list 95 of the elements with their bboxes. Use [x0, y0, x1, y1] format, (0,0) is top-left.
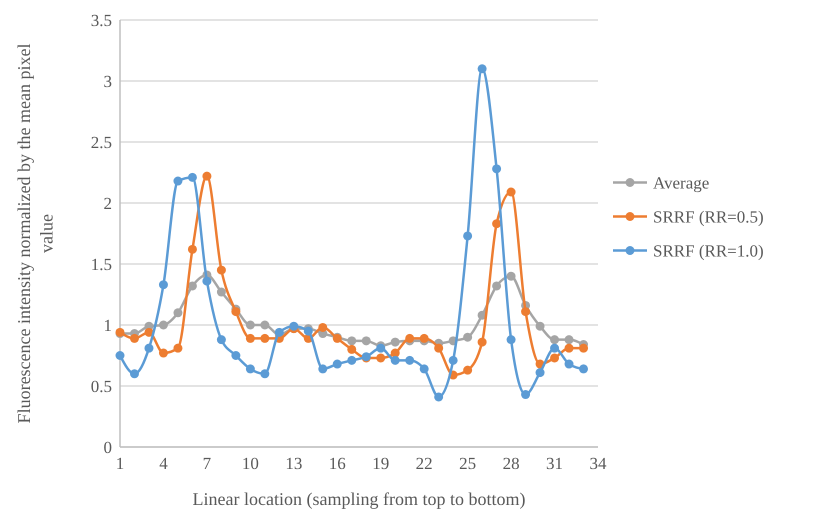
x-tick-label: 31	[546, 454, 564, 473]
x-tick-label: 28	[502, 454, 520, 473]
point	[158, 348, 168, 358]
point	[521, 390, 530, 400]
point	[144, 344, 154, 353]
point	[231, 351, 240, 360]
x-tick-label: 16	[328, 454, 346, 473]
point	[202, 276, 212, 286]
x-tick-label: 19	[372, 454, 390, 473]
point	[564, 360, 574, 369]
y-tick-label: 0	[104, 438, 112, 457]
point	[246, 334, 255, 343]
point	[492, 164, 502, 174]
y-tick-label: 3	[104, 72, 112, 91]
point	[506, 335, 516, 344]
x-tick-label: 13	[285, 454, 302, 473]
point	[405, 356, 414, 365]
point	[116, 351, 124, 360]
point	[158, 320, 168, 330]
point	[564, 335, 574, 344]
point	[550, 344, 560, 353]
point	[420, 364, 429, 374]
y-tick-label: 3.5	[90, 10, 112, 30]
point	[246, 320, 255, 330]
point	[274, 328, 284, 337]
point	[173, 176, 182, 186]
legend-label: SRRF (RR=0.5)	[653, 207, 764, 226]
point	[564, 344, 574, 353]
point	[332, 360, 342, 369]
point	[362, 336, 371, 346]
point	[376, 353, 386, 362]
point	[260, 334, 270, 343]
point	[347, 336, 356, 346]
point	[463, 366, 472, 375]
point	[492, 219, 502, 228]
point	[579, 364, 588, 374]
point	[173, 344, 182, 353]
point	[463, 231, 472, 240]
point	[405, 334, 414, 343]
point	[260, 320, 270, 330]
point	[318, 322, 328, 332]
x-tick-label: 25	[459, 454, 476, 473]
x-tick-label: 34	[590, 454, 607, 473]
point	[376, 344, 386, 353]
y-tick-label: 0.5	[90, 376, 112, 396]
point	[506, 272, 516, 281]
point	[448, 356, 458, 365]
point	[289, 322, 298, 331]
point	[434, 392, 444, 402]
x-axis-title: Linear location (sampling from top to bottom)	[192, 489, 526, 509]
point	[536, 368, 545, 378]
point	[390, 338, 400, 347]
y-axis-title: Fluorescence intensity normalized by the mean pixel value	[14, 44, 56, 424]
x-tick-label: 7	[202, 454, 212, 473]
point	[521, 307, 530, 316]
point	[158, 280, 168, 290]
point	[536, 322, 545, 331]
point	[130, 369, 139, 378]
point	[492, 281, 502, 290]
y-tick-label: 2.5	[90, 132, 112, 152]
point	[216, 266, 226, 275]
point	[188, 244, 197, 254]
point	[260, 369, 270, 378]
legend-label: Average	[653, 173, 710, 192]
point	[506, 188, 516, 197]
point	[202, 172, 212, 181]
point	[246, 364, 255, 374]
point	[216, 288, 226, 297]
point	[478, 64, 487, 74]
point	[478, 338, 487, 347]
y-tick-label: 2	[104, 194, 112, 213]
y-tick-label: 1.5	[90, 254, 112, 274]
point	[434, 344, 444, 353]
point	[188, 172, 197, 182]
point	[304, 326, 313, 336]
legend-label: SRRF (RR=1.0)	[653, 241, 764, 260]
point	[347, 356, 356, 365]
x-tick-label: 22	[416, 454, 433, 473]
point	[390, 356, 400, 365]
point	[463, 332, 472, 342]
point	[550, 353, 560, 362]
x-tick-label: 4	[159, 454, 168, 473]
point	[231, 307, 240, 316]
point	[347, 344, 356, 354]
x-tick-label: 1	[116, 454, 124, 473]
point	[579, 344, 588, 353]
point	[318, 364, 328, 374]
y-tick-label: 1	[104, 316, 112, 335]
point	[188, 281, 197, 290]
point	[216, 335, 226, 344]
point	[550, 335, 560, 344]
point	[420, 334, 429, 343]
x-tick-label: 10	[242, 454, 259, 473]
point	[173, 308, 182, 318]
point	[130, 334, 139, 343]
